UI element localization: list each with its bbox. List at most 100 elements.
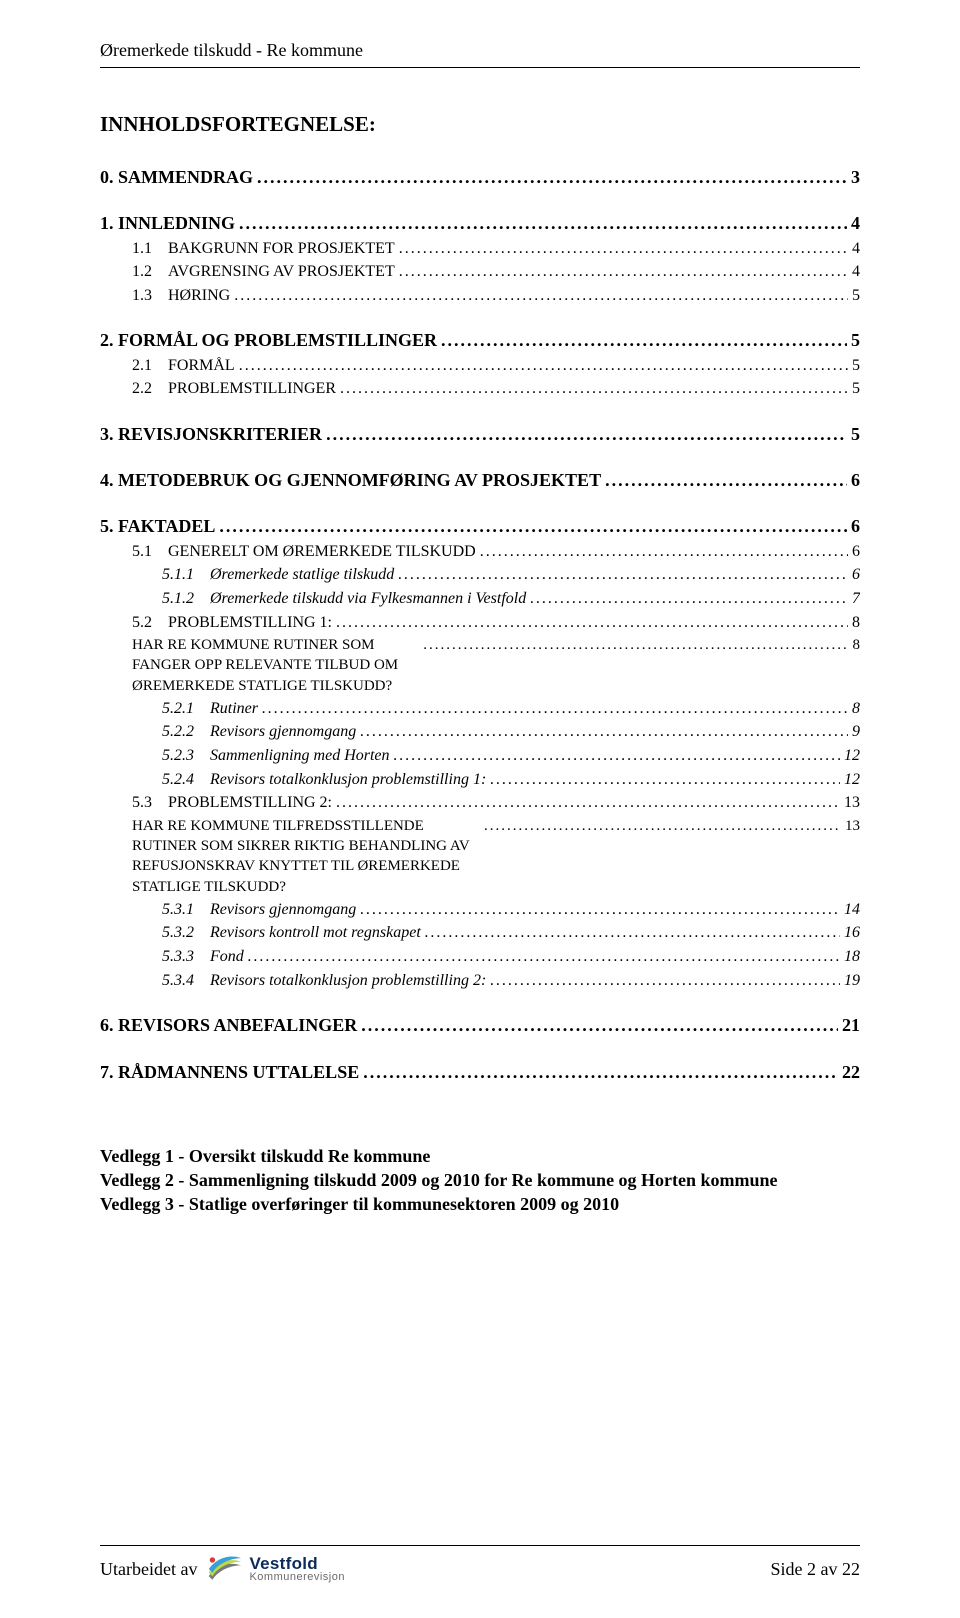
toc-page: 18 — [840, 946, 860, 968]
toc-leader — [357, 1013, 838, 1037]
toc-page: 6 — [848, 564, 860, 586]
toc-label: PROBLEMSTILLING 1: — [168, 614, 332, 631]
toc-label: PROBLEMSTILLING 2: — [168, 794, 332, 811]
toc-entry: 5.2.3 Sammenligning med Horten12 — [100, 745, 860, 767]
logo-icon — [207, 1552, 243, 1586]
toc-number: 2.1 — [132, 355, 168, 377]
toc-label: Øremerkede tilskudd via Fylkesmannen i V… — [206, 590, 526, 607]
toc-page: 5 — [847, 422, 860, 446]
toc-page: 14 — [840, 899, 860, 921]
toc-label-group: 2.1FORMÅL — [132, 355, 235, 377]
toc-leader — [356, 899, 840, 921]
page-footer: Utarbeidet av Vestfold Kommunerevisjon S… — [100, 1545, 860, 1586]
footer-left-label: Utarbeidet av — [100, 1559, 197, 1580]
toc-page: 6 — [847, 468, 860, 492]
toc-page: 4 — [847, 211, 860, 235]
toc-entry: 2.1FORMÅL5 — [100, 355, 860, 377]
toc-page: 22 — [838, 1060, 860, 1084]
toc-label-group: 5.2.2 Revisors gjennomgang — [162, 721, 356, 743]
toc-leader — [480, 816, 841, 836]
toc-label: Revisors totalkonklusjon problemstilling… — [206, 771, 486, 788]
toc-label-group: 3. REVISJONSKRITERIER — [100, 422, 322, 446]
toc-leader — [486, 970, 840, 992]
toc-number: 1.3 — [132, 285, 168, 307]
toc-page: 6 — [848, 541, 860, 563]
toc-number: 0. — [100, 167, 118, 187]
toc-number: 5.2 — [132, 612, 168, 634]
toc-entry: 5.3.1 Revisors gjennomgang 14 — [100, 899, 860, 921]
toc-entry: 0. SAMMENDRAG3 — [100, 165, 860, 189]
toc-page: 3 — [847, 165, 860, 189]
toc-label: HAR RE KOMMUNE TILFREDSSTILLENDE RUTINER… — [132, 816, 480, 897]
toc-page: 7 — [848, 588, 860, 610]
toc-number: 5.3.4 — [162, 970, 206, 992]
toc-leader — [419, 635, 848, 655]
toc-number: 5.1.1 — [162, 564, 206, 586]
toc-page: 9 — [848, 721, 860, 743]
toc-page: 13 — [841, 816, 860, 836]
toc-label: PROBLEMSTILLINGER — [168, 380, 336, 397]
toc-label: AVGRENSING AV PROSJEKTET — [168, 263, 395, 280]
toc-page: 21 — [838, 1013, 860, 1037]
toc-number: 5.3.1 — [162, 899, 206, 921]
toc-page: 6 — [847, 514, 860, 538]
toc-leader — [476, 541, 848, 563]
toc-label-group: 5.1GENERELT OM ØREMERKEDE TILSKUDD — [132, 541, 476, 563]
toc-page: 13 — [840, 792, 860, 814]
toc-leader — [390, 745, 840, 767]
toc-leader — [421, 922, 840, 944]
toc-label-group: 4. METODEBRUK OG GJENNOMFØRING AV PROSJE… — [100, 468, 601, 492]
toc-entry: 2.2PROBLEMSTILLINGER5 — [100, 378, 860, 400]
toc-label: BAKGRUNN FOR PROSJEKTET — [168, 240, 395, 257]
toc-label-group: 5.3PROBLEMSTILLING 2: — [132, 792, 332, 814]
toc-leader — [526, 588, 848, 610]
toc-label-group: 2. FORMÅL OG PROBLEMSTILLINGER — [100, 328, 437, 352]
toc-label: HØRING — [168, 287, 230, 304]
attachment-line: Vedlegg 2 - Sammenligning tilskudd 2009 … — [100, 1168, 860, 1192]
footer-rule — [100, 1545, 860, 1546]
toc-entry: 4. METODEBRUK OG GJENNOMFØRING AV PROSJE… — [100, 468, 860, 492]
attachment-line: Vedlegg 1 - Oversikt tilskudd Re kommune — [100, 1144, 860, 1168]
attachment-line: Vedlegg 3 - Statlige overføringer til ko… — [100, 1192, 860, 1216]
toc-label: Fond — [206, 948, 244, 965]
toc-page: 4 — [848, 261, 860, 283]
toc-entry: 1.1BAKGRUNN FOR PROSJEKTET4 — [100, 238, 860, 260]
toc-entry: HAR RE KOMMUNE RUTINER SOM FANGER OPP RE… — [100, 635, 860, 696]
toc-entry: 5. FAKTADEL 6 — [100, 514, 860, 538]
toc-number: 1. — [100, 213, 118, 233]
toc-entry: 5.1.1 Øremerkede statlige tilskudd6 — [100, 564, 860, 586]
toc-leader — [486, 769, 840, 791]
toc-leader — [332, 792, 840, 814]
toc-page: 8 — [848, 612, 860, 634]
toc-label-group: 1. INNLEDNING — [100, 211, 235, 235]
toc-label: FAKTADEL — [118, 516, 215, 536]
toc-entry: 5.3.2 Revisors kontroll mot regnskapet16 — [100, 922, 860, 944]
toc-number: 5. — [100, 516, 118, 536]
toc-number: 5.2.2 — [162, 721, 206, 743]
header-rule — [100, 67, 860, 68]
toc-entry: 5.2PROBLEMSTILLING 1: 8 — [100, 612, 860, 634]
toc-entry: 5.3.4 Revisors totalkonklusjon problemst… — [100, 970, 860, 992]
logo-top-text: Vestfold — [249, 1555, 345, 1572]
toc-number: 4. — [100, 470, 118, 490]
toc-leader — [336, 378, 848, 400]
toc-leader — [601, 468, 847, 492]
toc-leader — [359, 1060, 838, 1084]
toc-label-group: 5.3.3 Fond — [162, 946, 244, 968]
toc-leader — [395, 238, 848, 260]
toc-label: Revisors gjennomgang — [206, 901, 356, 918]
toc-label-group: 5.1.2 Øremerkede tilskudd via Fylkesmann… — [162, 588, 526, 610]
toc-entry: 5.2.1 Rutiner8 — [100, 698, 860, 720]
attachments-block: Vedlegg 1 - Oversikt tilskudd Re kommune… — [100, 1144, 860, 1217]
table-of-contents: 0. SAMMENDRAG31. INNLEDNING41.1BAKGRUNN … — [100, 165, 860, 1084]
footer-left: Utarbeidet av Vestfold Kommunerevisjon — [100, 1552, 345, 1586]
toc-label: INNLEDNING — [118, 213, 235, 233]
toc-entry: 5.1GENERELT OM ØREMERKEDE TILSKUDD 6 — [100, 541, 860, 563]
toc-leader — [395, 261, 848, 283]
toc-number: 1.1 — [132, 238, 168, 260]
toc-leader — [394, 564, 848, 586]
toc-entry: 3. REVISJONSKRITERIER 5 — [100, 422, 860, 446]
running-header: Øremerkede tilskudd - Re kommune — [100, 40, 860, 61]
toc-entry: 5.1.2 Øremerkede tilskudd via Fylkesmann… — [100, 588, 860, 610]
toc-page: 5 — [848, 378, 860, 400]
